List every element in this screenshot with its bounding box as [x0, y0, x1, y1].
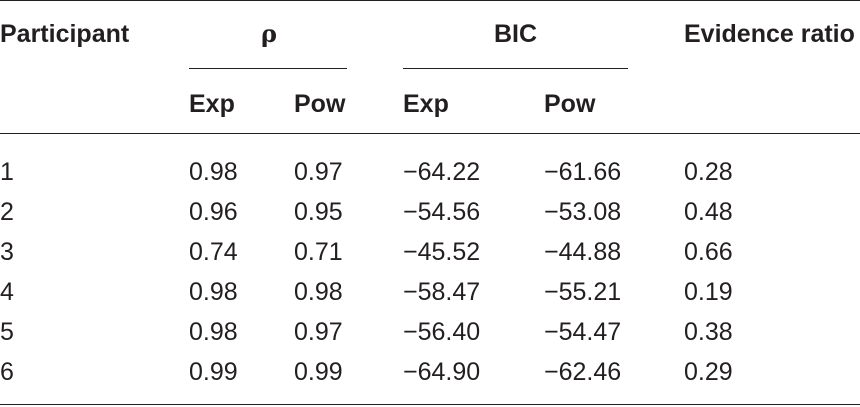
subheader-rho-exp: Exp: [189, 90, 235, 118]
cell-participant: 3: [0, 238, 14, 266]
header-bic: BIC: [494, 20, 538, 48]
cell-bic-exp: −58.47: [403, 278, 481, 306]
cell-rho-exp: 0.98: [189, 278, 238, 306]
top-rule: [0, 0, 860, 1]
cell-rho-exp: 0.98: [189, 318, 238, 346]
header-evidence-ratio: Evidence ratio: [684, 20, 855, 48]
cell-participant: 4: [0, 278, 14, 306]
cell-participant: 1: [0, 158, 14, 186]
cell-rho-exp: 0.98: [189, 158, 238, 186]
subheader-bic-exp: Exp: [403, 90, 449, 118]
subheader-rho-pow: Pow: [294, 90, 346, 118]
cell-bic-pow: −62.46: [544, 358, 622, 386]
cell-evidence-ratio: 0.28: [684, 158, 733, 186]
cell-rho-exp: 0.99: [189, 358, 238, 386]
cell-bic-pow: −54.47: [544, 318, 622, 346]
subheader-bic-pow: Pow: [544, 90, 596, 118]
cell-bic-exp: −64.90: [403, 358, 481, 386]
cell-bic-pow: −55.21: [544, 278, 622, 306]
cell-rho-pow: 0.97: [294, 158, 343, 186]
cell-rho-exp: 0.74: [189, 238, 238, 266]
cell-participant: 2: [0, 198, 14, 226]
cell-bic-exp: −45.52: [403, 238, 481, 266]
cell-evidence-ratio: 0.38: [684, 318, 733, 346]
cell-evidence-ratio: 0.19: [684, 278, 733, 306]
cell-bic-exp: −56.40: [403, 318, 481, 346]
cell-participant: 5: [0, 318, 14, 346]
cell-rho-exp: 0.96: [189, 198, 238, 226]
cell-rho-pow: 0.98: [294, 278, 343, 306]
cell-rho-pow: 0.95: [294, 198, 343, 226]
bottom-rule: [0, 404, 860, 405]
cell-rho-pow: 0.71: [294, 238, 343, 266]
rho-group-rule: [189, 68, 347, 69]
cell-bic-pow: −44.88: [544, 238, 622, 266]
cell-evidence-ratio: 0.48: [684, 198, 733, 226]
header-rule: [0, 133, 860, 134]
cell-evidence-ratio: 0.66: [684, 238, 733, 266]
cell-rho-pow: 0.97: [294, 318, 343, 346]
cell-participant: 6: [0, 358, 14, 386]
cell-rho-pow: 0.99: [294, 358, 343, 386]
cell-bic-pow: −61.66: [544, 158, 622, 186]
header-participant: Participant: [0, 20, 130, 48]
cell-bic-exp: −64.22: [403, 158, 481, 186]
cell-bic-pow: −53.08: [544, 198, 622, 226]
cell-evidence-ratio: 0.29: [684, 358, 733, 386]
header-rho: ρ: [261, 19, 277, 48]
bic-group-rule: [403, 68, 628, 69]
cell-bic-exp: −54.56: [403, 198, 481, 226]
